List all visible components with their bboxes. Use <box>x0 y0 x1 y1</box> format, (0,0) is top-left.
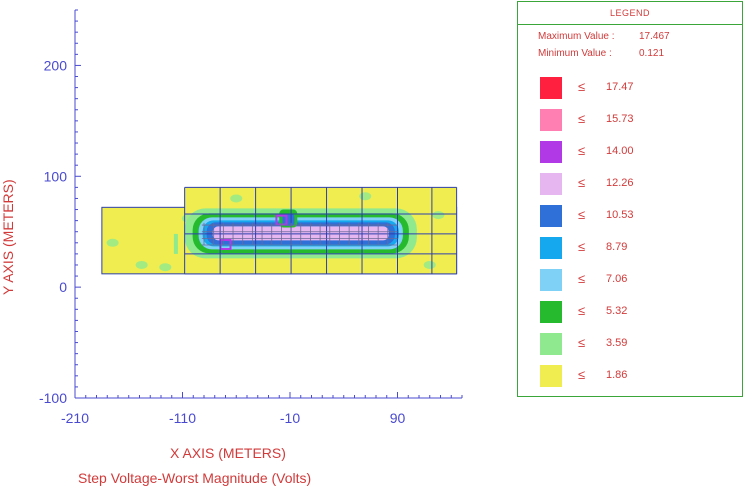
chart-title: Step Voltage-Worst Magnitude (Volts) <box>78 470 312 486</box>
y-tick-label: -100 <box>39 390 67 406</box>
field-patch <box>423 260 436 269</box>
maximum-value-stat: Maximum Value : 17.467 <box>538 31 670 42</box>
axes <box>74 9 463 399</box>
legend-value: 8.79 <box>606 241 628 253</box>
legend-entry: ≤3.59 <box>540 333 730 355</box>
field-patch <box>173 233 178 254</box>
legend-symbol: ≤ <box>578 175 586 190</box>
y-tick-label: 100 <box>44 168 68 184</box>
legend-value: 5.32 <box>606 305 628 317</box>
legend-swatch <box>540 269 562 291</box>
legend-swatch <box>540 205 562 227</box>
legend-panel: LEGEND Maximum Value : 17.467 Minimum Va… <box>517 1 743 397</box>
legend-entry: ≤5.32 <box>540 301 730 323</box>
legend-value: 10.53 <box>606 209 634 221</box>
legend-value: 1.86 <box>606 369 628 381</box>
field-patch <box>106 238 119 247</box>
legend-value: 12.26 <box>606 177 634 189</box>
legend-value: 15.73 <box>606 113 634 125</box>
field-patch <box>432 211 445 220</box>
legend-symbol: ≤ <box>578 79 586 94</box>
legend-entry: ≤8.79 <box>540 237 730 259</box>
y-tick-label: 0 <box>59 279 67 295</box>
field-patch <box>135 260 148 269</box>
legend-value: 17.47 <box>606 81 634 93</box>
legend-entry: ≤12.26 <box>540 173 730 195</box>
field-patch <box>159 263 172 272</box>
legend-swatch <box>540 77 562 99</box>
legend-symbol: ≤ <box>578 111 586 126</box>
legend-entry: ≤17.47 <box>540 77 730 99</box>
minimum-value-label: Minimum Value : <box>538 48 612 59</box>
legend-entry: ≤1.86 <box>540 365 730 387</box>
legend-swatch <box>540 109 562 131</box>
legend-symbol: ≤ <box>578 271 586 286</box>
y-tick-label: 200 <box>44 57 68 73</box>
legend-swatch <box>540 237 562 259</box>
legend-symbol: ≤ <box>578 367 586 382</box>
field-patch <box>359 192 372 201</box>
legend-symbol: ≤ <box>578 207 586 222</box>
minimum-value-stat: Minimum Value : 0.121 <box>538 48 664 59</box>
y-axis-title: Y AXIS (METERS) <box>0 179 16 295</box>
legend-swatch <box>540 333 562 355</box>
legend-symbol: ≤ <box>578 239 586 254</box>
field-patch <box>230 194 243 203</box>
legend-entry: ≤10.53 <box>540 205 730 227</box>
grounding-grid <box>184 186 458 275</box>
x-axis-title: X AXIS (METERS) <box>170 445 286 461</box>
x-tick-label: -210 <box>61 410 89 426</box>
legend-symbol: ≤ <box>578 335 586 350</box>
tick-labels: -100 0 100 200 -210 -110 -10 90 <box>39 57 406 426</box>
step-voltage-field <box>101 187 458 275</box>
legend-symbol: ≤ <box>578 303 586 318</box>
legend-entry: ≤14.00 <box>540 141 730 163</box>
legend-entry: ≤7.06 <box>540 269 730 291</box>
maximum-value-label: Maximum Value : <box>538 31 615 42</box>
legend-swatch <box>540 301 562 323</box>
legend-value: 14.00 <box>606 145 634 157</box>
x-tick-label: -110 <box>169 410 196 426</box>
x-tick-label: 90 <box>390 410 406 426</box>
x-tick-label: -10 <box>280 410 300 426</box>
legend-swatch <box>540 365 562 387</box>
legend-swatch <box>540 173 562 195</box>
legend-value: 3.59 <box>606 337 628 349</box>
legend-value: 7.06 <box>606 273 628 285</box>
legend-entry: ≤15.73 <box>540 109 730 131</box>
minimum-value: 0.121 <box>639 48 665 59</box>
legend-swatch <box>540 141 562 163</box>
maximum-value: 17.467 <box>639 31 670 42</box>
legend-symbol: ≤ <box>578 143 586 158</box>
legend-title: LEGEND <box>518 2 742 25</box>
